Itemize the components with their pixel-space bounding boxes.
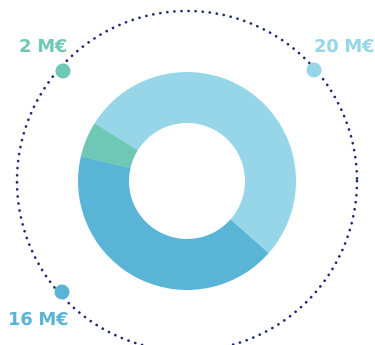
donut-slice-2 xyxy=(80,123,138,168)
donut-slices xyxy=(78,71,297,290)
slice-label-20m: 20 M€ xyxy=(314,36,374,57)
marker-dot-2 xyxy=(55,63,71,79)
callout-markers xyxy=(54,62,322,300)
marker-dot-0 xyxy=(306,62,322,78)
slice-label-16m: 16 M€ xyxy=(8,309,68,330)
slice-label-2m: 2 M€ xyxy=(19,36,67,57)
donut-slice-0 xyxy=(94,71,297,254)
donut-slice-1 xyxy=(78,156,269,290)
marker-dot-1 xyxy=(54,284,70,300)
outer-dotted-ring xyxy=(15,9,359,345)
